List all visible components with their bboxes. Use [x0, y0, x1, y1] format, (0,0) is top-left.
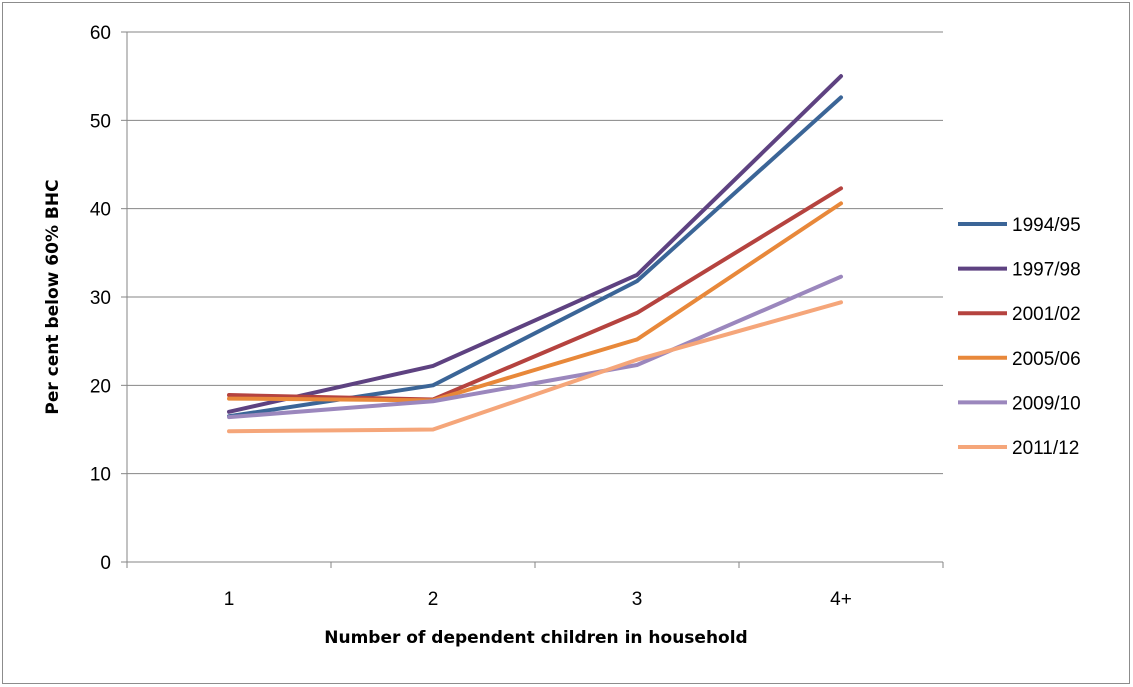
y-tick-label: 50: [90, 111, 111, 132]
series-lines: [227, 74, 843, 434]
x-axis-ticks: 1 2 3 4+: [126, 562, 944, 610]
legend-label: 2009/10: [1012, 393, 1081, 414]
legend-label: 2001/02: [1012, 304, 1081, 325]
legend-label: 2011/12: [1012, 438, 1079, 459]
series-line-2001-02: [227, 186, 843, 402]
y-tick-label: 10: [90, 465, 111, 486]
x-axis-title: Number of dependent children in househol…: [324, 628, 747, 648]
series-line-1997-98: [227, 74, 843, 414]
legend: 1994/95 1997/98 2001/02 2005/06 2009/10 2011/…: [958, 215, 1081, 459]
y-axis-title: Per cent below 60% BHC: [43, 179, 63, 414]
legend-label: 1994/95: [1012, 215, 1081, 236]
x-tick-label: 2: [428, 589, 439, 610]
y-tick-label: 0: [100, 553, 111, 574]
series-line-2011-12: [227, 300, 843, 434]
y-tick-label: 60: [90, 23, 111, 44]
y-tick-label: 20: [90, 376, 111, 397]
y-tick-label: 40: [90, 200, 111, 221]
x-tick-label: 3: [632, 589, 643, 610]
x-tick-label: 4+: [830, 589, 852, 610]
y-axis-ticks: 0 10 20 30 40 50 60: [90, 23, 127, 574]
gridlines: [127, 31, 943, 475]
legend-label: 1997/98: [1012, 260, 1081, 281]
series-line-2009-10: [227, 274, 843, 420]
series-line-2005-06: [227, 201, 843, 403]
x-tick-label: 1: [224, 589, 235, 610]
legend-label: 2005/06: [1012, 349, 1081, 370]
y-tick-label: 30: [90, 288, 111, 309]
